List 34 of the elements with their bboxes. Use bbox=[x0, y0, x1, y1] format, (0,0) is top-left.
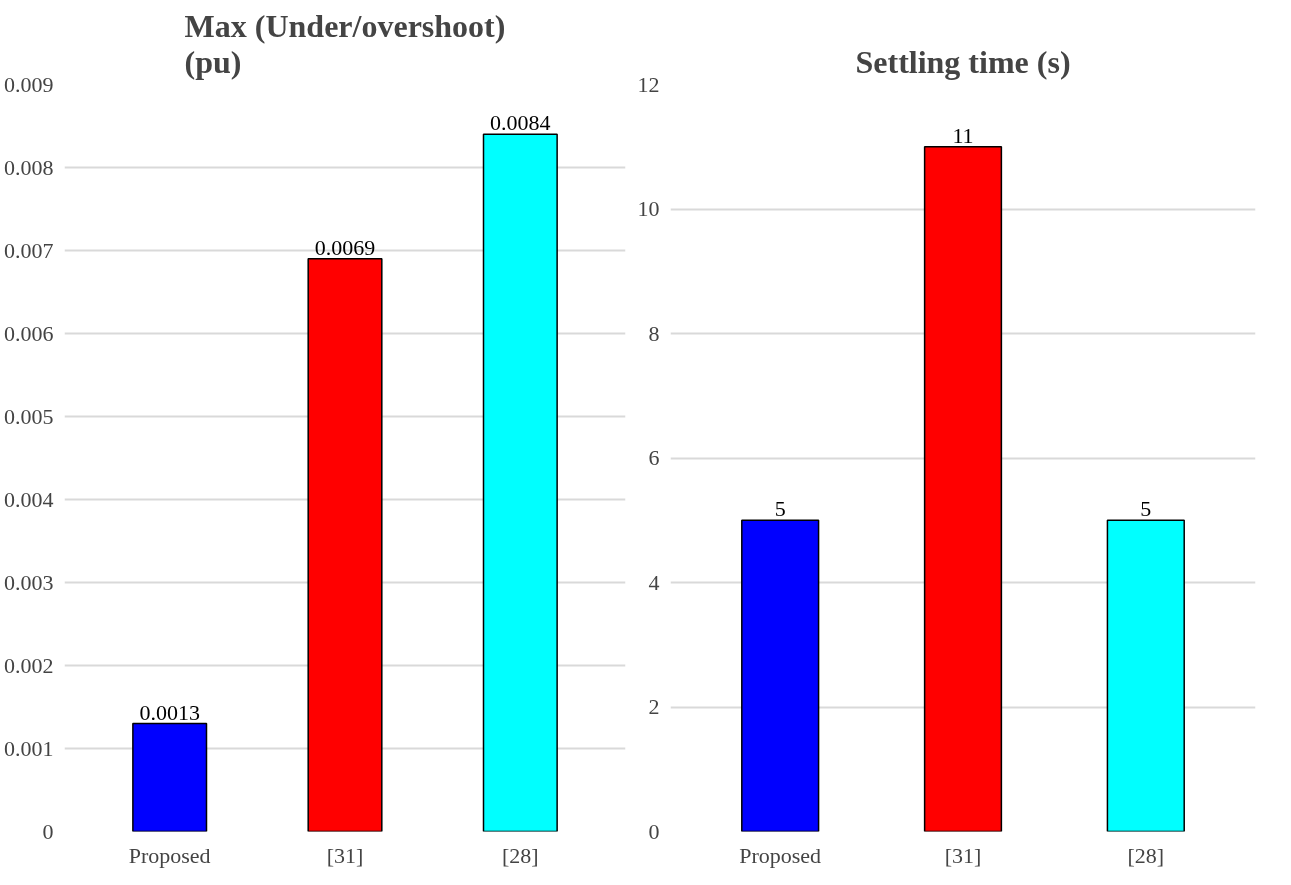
x-tick-label: [31] bbox=[944, 842, 982, 868]
y-tick-label: 0.006 bbox=[4, 320, 54, 346]
y-tick-label: 4 bbox=[648, 569, 660, 595]
y-tick-label: 0.009 bbox=[4, 71, 54, 97]
chart-title: Max (Under/overshoot) (pu) bbox=[184, 7, 506, 80]
chart-title: Settling time (s) bbox=[855, 43, 1071, 80]
y-tick-label: 0.002 bbox=[4, 652, 54, 678]
x-tick-label: [31] bbox=[326, 842, 364, 868]
bar bbox=[307, 258, 383, 832]
y-tick-label: 10 bbox=[637, 196, 660, 221]
y-tick-label: 8 bbox=[648, 320, 660, 346]
y-tick-label: 0.001 bbox=[4, 735, 54, 761]
bar bbox=[132, 722, 208, 832]
y-tick-label: 0 bbox=[648, 818, 660, 844]
y-tick-label: 0.005 bbox=[4, 403, 54, 429]
x-tick-label: Proposed bbox=[128, 842, 211, 868]
data-label: 11 bbox=[952, 122, 974, 148]
y-tick-label: 2 bbox=[648, 694, 660, 719]
bar bbox=[482, 133, 558, 832]
data-label: 5 bbox=[774, 496, 786, 522]
x-tick-label: [28] bbox=[501, 842, 539, 868]
y-tick-label: 0.007 bbox=[4, 237, 54, 263]
x-tick-label: Proposed bbox=[739, 842, 822, 868]
y-tick-label: 0.004 bbox=[4, 486, 54, 512]
x-tick-label: [28] bbox=[1127, 842, 1165, 868]
y-tick-label: 0.008 bbox=[4, 154, 54, 180]
data-label: 0.0069 bbox=[314, 234, 376, 260]
data-label: 0.0013 bbox=[139, 699, 200, 725]
y-tick-label: 12 bbox=[637, 71, 660, 97]
y-tick-label: 0 bbox=[42, 818, 54, 844]
data-label: 0.0084 bbox=[490, 110, 551, 136]
data-label: 5 bbox=[1140, 496, 1152, 522]
y-tick-label: 0.003 bbox=[4, 569, 54, 595]
y-tick-label: 6 bbox=[648, 445, 660, 470]
